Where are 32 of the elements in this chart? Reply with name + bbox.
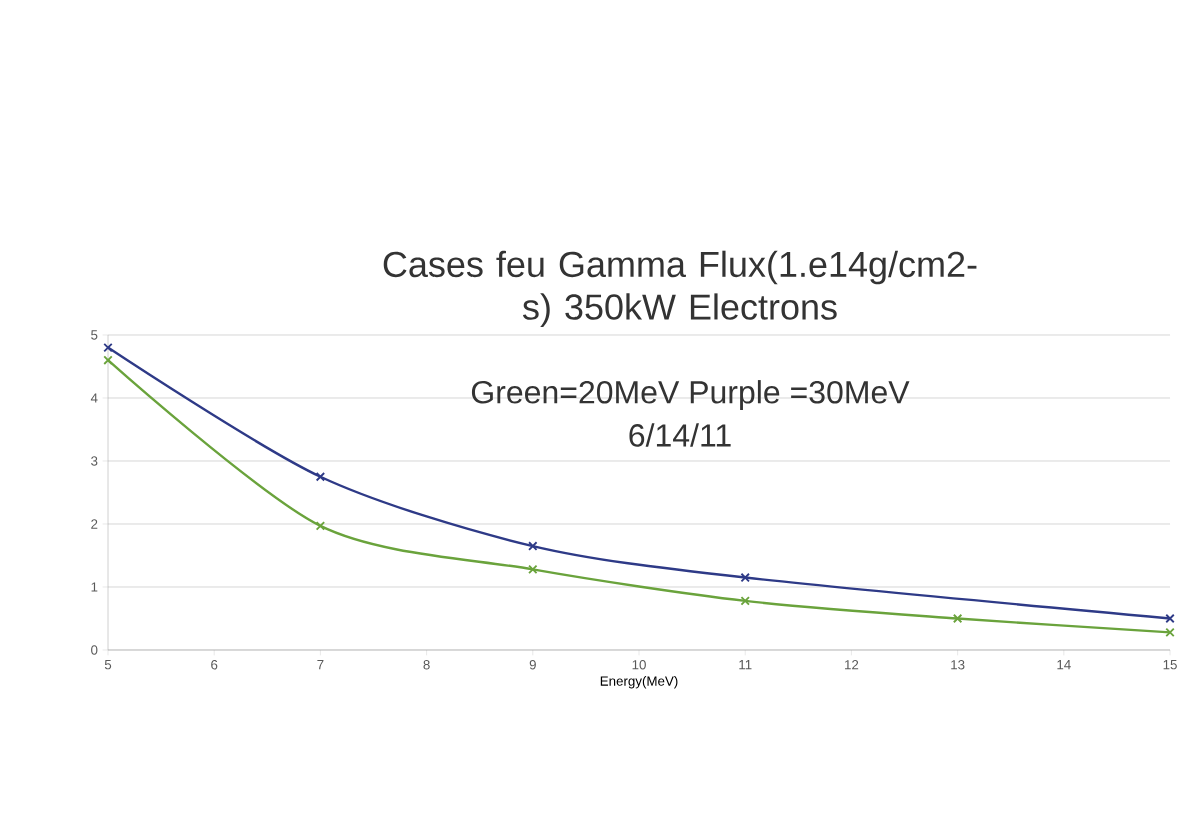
y-tick-label: 0 — [91, 645, 98, 655]
x-tick-label: 10 — [632, 660, 646, 670]
x-tick-label: 12 — [845, 660, 859, 670]
x-tick-label: 13 — [951, 660, 965, 670]
point — [528, 564, 538, 575]
point — [528, 541, 538, 551]
point — [740, 572, 750, 583]
y-tick-label: 3 — [91, 456, 98, 466]
point — [103, 355, 113, 365]
point — [315, 472, 326, 482]
text: Green=20MeV Purple =30MeV — [471, 380, 910, 410]
point — [1165, 613, 1175, 624]
x-tick-label: 5 — [104, 660, 112, 670]
point — [952, 613, 963, 624]
y-tick-label: 5 — [91, 330, 98, 340]
chart-title: Cases feu Gamma Flux(1.e14g/cm2-s) 350kW Electrons — [383, 250, 977, 327]
point — [740, 596, 750, 606]
x-tick-label: 8 — [423, 660, 430, 670]
x-tick-label: 11 — [739, 660, 752, 670]
x-tick-label: 9 — [529, 660, 536, 670]
x-tick-label: 7 — [317, 660, 324, 670]
x-tick-label: 6 — [211, 660, 218, 670]
point — [103, 342, 113, 353]
y-tick-label: 1 — [91, 582, 98, 592]
point — [1165, 627, 1175, 638]
point — [315, 521, 326, 531]
x-axis-title: Energy(MeV) — [600, 675, 678, 689]
y-tick-label: 2 — [91, 519, 98, 529]
x-tick-label: 14 — [1057, 660, 1071, 670]
x-tick-label: 15 — [1163, 660, 1177, 670]
annotation: 6/14/11 — [629, 423, 731, 447]
y-tick-label: 4 — [90, 393, 98, 403]
